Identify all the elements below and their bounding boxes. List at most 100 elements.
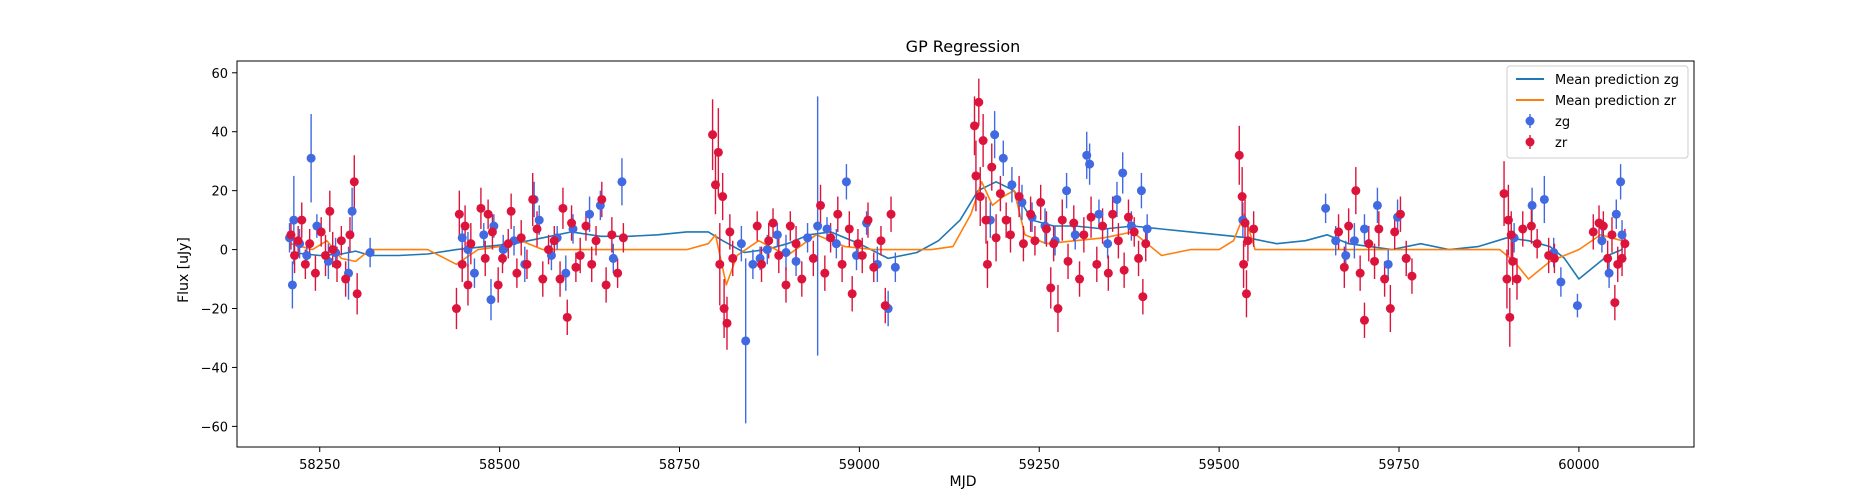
- point-zr: [1134, 253, 1144, 263]
- legend-item: Mean prediction zr: [1516, 94, 1677, 109]
- point-zr: [457, 259, 467, 269]
- point-zg: [1527, 200, 1537, 210]
- point-zr: [1549, 253, 1559, 263]
- point-zr: [820, 268, 830, 278]
- point-zr: [987, 162, 997, 172]
- point-zg: [762, 245, 772, 255]
- point-zr: [352, 289, 362, 299]
- point-zr: [1119, 265, 1129, 275]
- x-tick-label: 59750: [1378, 458, 1419, 473]
- point-zg: [561, 268, 571, 278]
- y-tick-label: 0: [220, 244, 228, 259]
- point-zr: [558, 203, 568, 213]
- point-zr: [768, 218, 778, 228]
- x-tick-label: 58250: [299, 458, 340, 473]
- point-zg: [365, 248, 375, 258]
- point-zg: [813, 221, 823, 231]
- legend-item: Mean prediction zg: [1516, 73, 1679, 88]
- point-zr: [1598, 221, 1608, 231]
- point-zr: [1005, 230, 1015, 240]
- point-zg: [585, 209, 595, 219]
- point-zr: [506, 206, 516, 216]
- point-zr: [562, 312, 572, 322]
- point-zr: [591, 236, 601, 246]
- point-zr: [1129, 227, 1139, 237]
- point-zr: [345, 230, 355, 240]
- point-zr: [341, 274, 351, 284]
- point-zr: [1237, 192, 1247, 202]
- point-zr: [1234, 150, 1244, 160]
- point-zg: [1616, 177, 1626, 187]
- point-zr: [493, 280, 503, 290]
- point-zr: [286, 230, 296, 240]
- legend-label: zg: [1555, 115, 1570, 130]
- point-zr: [1506, 230, 1516, 240]
- point-zr: [853, 239, 863, 249]
- legend-item: zg: [1525, 114, 1570, 130]
- point-zr: [1138, 292, 1148, 302]
- point-zr: [1355, 268, 1365, 278]
- point-zg: [302, 250, 312, 260]
- point-zr: [1359, 315, 1369, 325]
- y-tick-label: −40: [201, 361, 228, 376]
- point-zr: [1620, 239, 1630, 249]
- point-zr: [1113, 236, 1123, 246]
- point-zg: [1118, 168, 1128, 178]
- point-zr: [797, 274, 807, 284]
- point-zr: [1026, 209, 1036, 219]
- y-axis: −60 −40 −20 0 20 40 60: [201, 67, 237, 435]
- point-zg: [990, 130, 1000, 140]
- point-zr: [876, 236, 886, 246]
- point-zr: [300, 259, 310, 269]
- point-zr: [581, 221, 591, 231]
- point-zr: [310, 268, 320, 278]
- point-zr: [857, 250, 867, 260]
- point-zr: [978, 136, 988, 146]
- point-zg: [1142, 224, 1152, 234]
- point-zr: [1607, 230, 1617, 240]
- point-zr: [497, 253, 507, 263]
- point-zg: [1331, 236, 1341, 246]
- point-zr: [480, 253, 490, 263]
- point-zr: [1380, 274, 1390, 284]
- point-zr: [1049, 239, 1059, 249]
- point-zr: [1075, 274, 1085, 284]
- point-zr: [1241, 289, 1251, 299]
- point-zr: [293, 236, 303, 246]
- point-zr: [1526, 221, 1536, 231]
- point-zg: [1597, 236, 1607, 246]
- point-zg: [1112, 194, 1122, 204]
- point-zr: [710, 180, 720, 190]
- point-zr: [728, 253, 738, 263]
- point-zr: [781, 280, 791, 290]
- point-zr: [597, 194, 607, 204]
- point-zg: [1070, 230, 1080, 240]
- point-zr: [1098, 221, 1108, 231]
- point-zr: [607, 230, 617, 240]
- point-zg: [1341, 250, 1351, 260]
- point-zr: [328, 245, 338, 255]
- point-zg: [306, 153, 316, 163]
- point-zr: [791, 239, 801, 249]
- point-zr: [981, 215, 991, 225]
- point-zr: [785, 221, 795, 231]
- point-zr: [1018, 239, 1028, 249]
- point-zr: [538, 274, 548, 284]
- point-zr: [816, 200, 826, 210]
- point-zg: [1136, 186, 1146, 196]
- point-zr: [708, 130, 718, 140]
- point-zr: [1108, 209, 1118, 219]
- point-zg: [1085, 159, 1095, 169]
- mean-prediction-line: [290, 181, 1623, 286]
- point-zr: [575, 250, 585, 260]
- point-zr: [1057, 215, 1067, 225]
- mean-prediction-lines: [290, 181, 1623, 286]
- point-zr: [516, 233, 526, 243]
- point-zr: [1505, 312, 1515, 322]
- point-zr: [460, 221, 470, 231]
- point-zr: [1001, 215, 1011, 225]
- point-zr: [325, 206, 335, 216]
- point-zr: [349, 177, 359, 187]
- point-zr: [601, 280, 611, 290]
- point-zg: [479, 230, 489, 240]
